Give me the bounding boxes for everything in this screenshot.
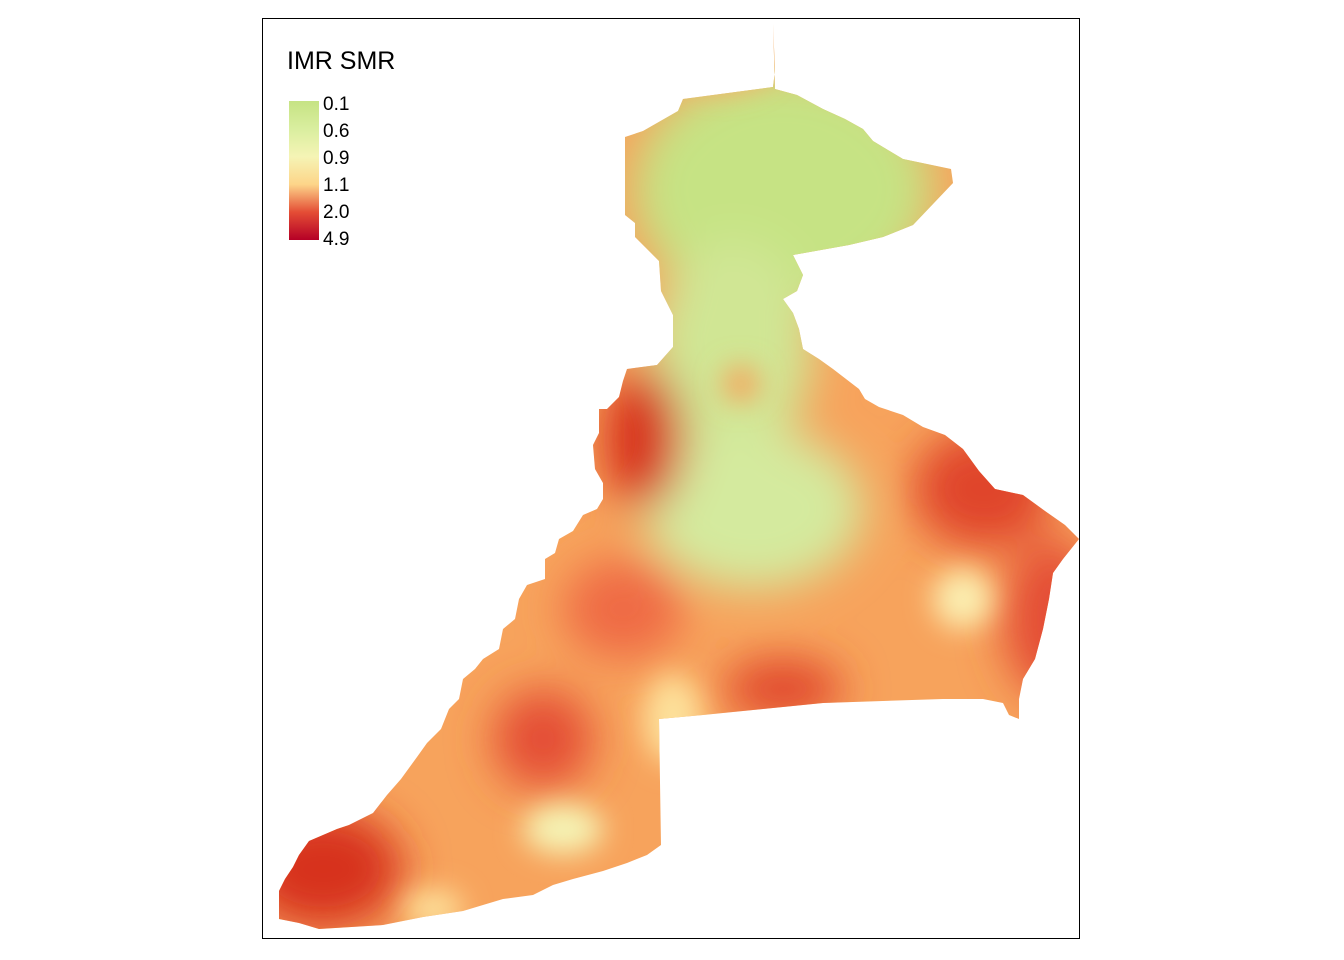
moderate-north-tip [673,29,773,89]
legend-label: 0.9 [323,148,350,169]
legend-label: 2.0 [323,202,350,223]
low-zone-central [653,239,813,459]
legend-label: 0.1 [323,94,350,115]
near-one-south-spot [403,889,463,929]
elevated-zone-west [563,559,683,659]
high-zone-south-center [493,689,593,789]
high-zone-southeast [723,659,843,719]
moderate-spot-central [723,366,759,402]
near-one-ridge [643,674,703,764]
legend-label: 0.6 [323,121,350,142]
near-one-bowl [523,804,603,854]
smr-surface [279,23,1079,929]
high-zone-west-edge [603,369,683,509]
map-frame: IMR SMR 0.1 0.6 0.9 1.1 2.0 4.9 [262,18,1080,939]
smr-raster-map [279,23,1079,929]
low-zone-middle [643,429,863,589]
legend-title: IMR SMR [287,47,396,75]
legend-labels: 0.1 0.6 0.9 1.1 2.0 4.9 [323,91,349,253]
high-zone-east-edge [913,429,1053,549]
near-one-east-spot [933,569,993,629]
legend-label: 1.1 [323,175,350,196]
legend-color-bar [289,101,319,240]
legend-label: 4.9 [323,229,350,250]
